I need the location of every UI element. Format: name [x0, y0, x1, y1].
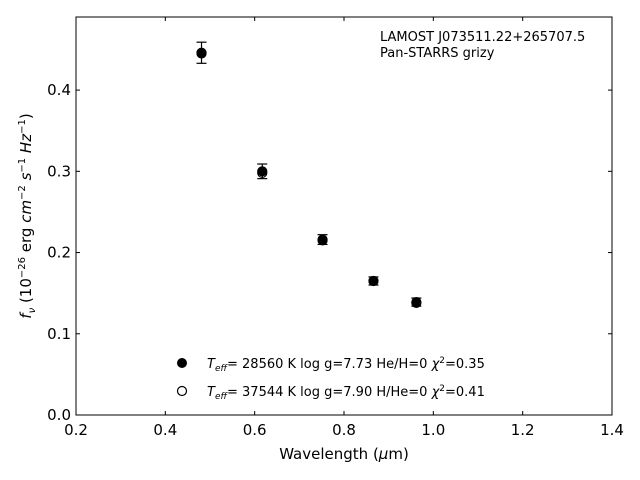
- axis-ticks: 0.2 0.4 0.6 0.8 1.0 1.2 1.4 0.0 0.1 0.2 0.3 0.4: [47, 17, 624, 439]
- legend: Teff= 28560 K log g=7.73 He/H=0 χ2=0.35 …: [176, 356, 485, 402]
- x-tick-label: 0.2: [64, 421, 88, 439]
- y-tick-label: 0.2: [47, 244, 71, 262]
- y-tick-label: 0.1: [47, 325, 71, 343]
- annotation-object-name: LAMOST J073511.22+265707.5: [380, 30, 585, 45]
- annotation-survey-name: Pan-STARRS grizy: [380, 46, 495, 61]
- x-tick-label: 1.4: [600, 421, 624, 439]
- x-tick-label: 1.0: [421, 421, 445, 439]
- model-point-open: [411, 296, 422, 308]
- y-tick-label: 0.0: [47, 406, 71, 424]
- y-tick-label: 0.3: [47, 162, 71, 180]
- x-tick-label: 0.4: [153, 421, 177, 439]
- model-point-open: [368, 275, 379, 287]
- x-tick-label: 0.6: [243, 421, 267, 439]
- plot-area: [75, 16, 613, 416]
- legend-entry-he-h: Teff= 28560 K log g=7.73 He/H=0 χ2=0.35: [207, 356, 485, 374]
- legend-marker-open: [176, 385, 188, 397]
- model-point-open: [257, 167, 268, 179]
- data-points: [196, 41, 422, 309]
- plot-frame: [75, 16, 613, 416]
- model-point-open: [317, 234, 328, 245]
- x-tick-label: 1.2: [511, 421, 535, 439]
- x-tick-label: 0.8: [332, 421, 356, 439]
- y-axis-label: fν (10−26 erg cm−2 s−1 Hz−1): [17, 113, 38, 318]
- y-tick-label: 0.4: [47, 81, 71, 99]
- x-axis-label: Wavelength (μm): [279, 445, 409, 463]
- legend-entry-h-he: Teff= 37544 K log g=7.90 H/He=0 χ2=0.41: [207, 384, 485, 402]
- legend-marker-filled: [177, 358, 187, 368]
- model-point-open: [196, 47, 207, 58]
